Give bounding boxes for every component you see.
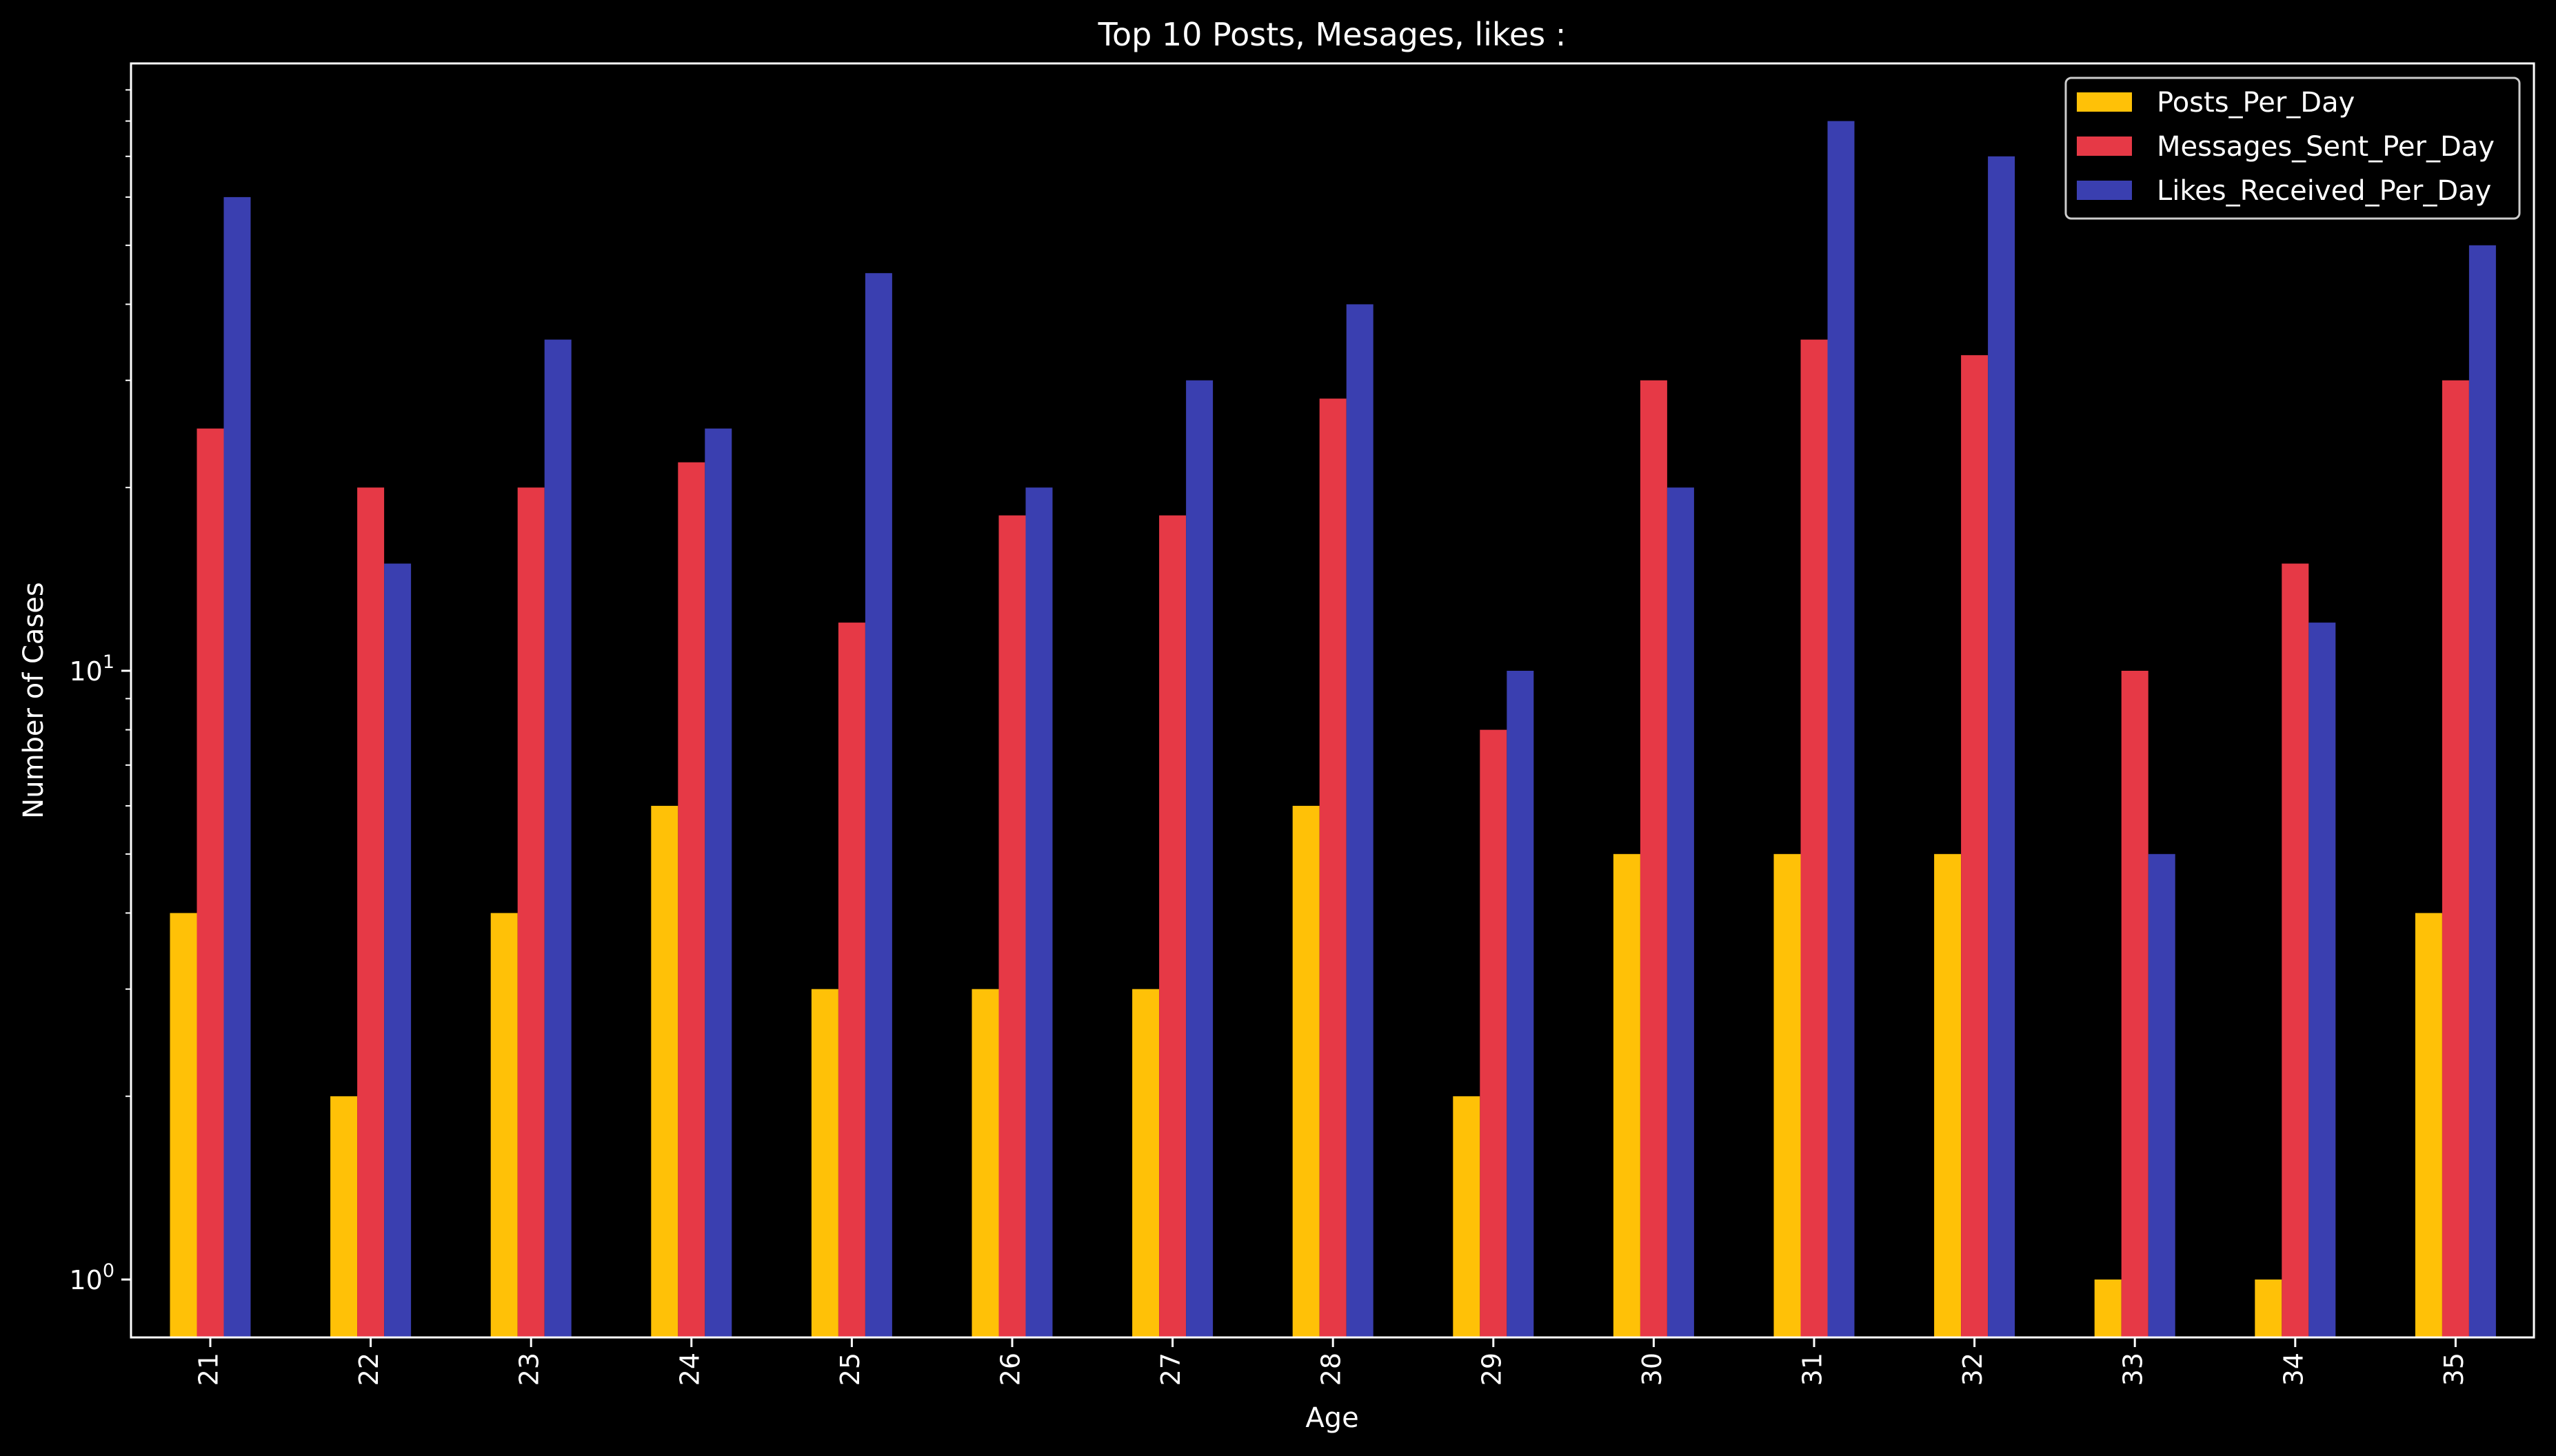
bar-Posts_Per_Day-30	[1613, 853, 1640, 1337]
bar-Posts_Per_Day-24	[651, 805, 678, 1337]
x-tick-label: 33	[2118, 1353, 2149, 1386]
bar-Likes_Received_Per_Day-26	[1025, 487, 1053, 1338]
legend-swatch-Likes_Received_Per_Day	[2077, 181, 2132, 200]
bar-Posts_Per_Day-32	[1934, 853, 1962, 1337]
bar-Messages_Sent_Per_Day-21	[197, 428, 224, 1337]
bar-Likes_Received_Per_Day-25	[865, 273, 892, 1338]
bar-Likes_Received_Per_Day-30	[1667, 487, 1694, 1338]
bar-Posts_Per_Day-34	[2255, 1280, 2282, 1337]
bar-Likes_Received_Per_Day-31	[1827, 121, 1855, 1338]
x-tick-label: 23	[514, 1353, 545, 1386]
bar-Messages_Sent_Per_Day-30	[1640, 380, 1667, 1338]
bar-Likes_Received_Per_Day-28	[1346, 304, 1373, 1337]
y-ticks: 100 101	[69, 89, 131, 1295]
x-tick-label: 26	[996, 1353, 1026, 1386]
x-tick-label: 28	[1316, 1353, 1347, 1386]
bar-Likes_Received_Per_Day-32	[1988, 156, 2015, 1337]
x-tick-label: 35	[2439, 1353, 2469, 1386]
bar-Likes_Received_Per_Day-29	[1507, 671, 1534, 1337]
bar-Messages_Sent_Per_Day-32	[1961, 355, 1989, 1338]
bar-Posts_Per_Day-27	[1132, 989, 1160, 1337]
bar-Messages_Sent_Per_Day-23	[517, 487, 545, 1338]
bar-Likes_Received_Per_Day-22	[384, 563, 412, 1337]
bar-Likes_Received_Per_Day-35	[2468, 245, 2496, 1337]
bar-Likes_Received_Per_Day-24	[705, 428, 732, 1337]
bars-layer	[170, 121, 2496, 1338]
x-ticks: 21 22 23 24 25 26 27 28 29 30 31 32 33 34 35	[194, 1337, 2469, 1386]
x-tick-label: 29	[1476, 1353, 1507, 1386]
bar-Posts_Per_Day-33	[2094, 1280, 2122, 1337]
x-tick-label: 30	[1637, 1353, 1667, 1386]
bar-Posts_Per_Day-29	[1453, 1096, 1480, 1337]
bar-Posts_Per_Day-28	[1292, 805, 1320, 1337]
bar-Messages_Sent_Per_Day-22	[357, 487, 385, 1338]
bar-Messages_Sent_Per_Day-25	[838, 623, 865, 1337]
bar-Posts_Per_Day-21	[170, 913, 197, 1337]
bar-Messages_Sent_Per_Day-31	[1800, 339, 1828, 1338]
x-tick-label: 34	[2278, 1353, 2308, 1386]
bar-Messages_Sent_Per_Day-27	[1159, 515, 1187, 1337]
bar-Likes_Received_Per_Day-34	[2308, 623, 2336, 1337]
bar-Messages_Sent_Per_Day-35	[2442, 380, 2469, 1338]
bar-Posts_Per_Day-26	[972, 989, 999, 1337]
bar-Messages_Sent_Per_Day-33	[2121, 671, 2149, 1337]
bar-Likes_Received_Per_Day-23	[544, 339, 572, 1338]
x-axis-label: Age	[1305, 1402, 1358, 1434]
legend-box	[2064, 77, 2521, 220]
legend-swatch-Messages_Sent_Per_Day	[2077, 136, 2132, 156]
x-tick-label: 32	[1958, 1353, 1988, 1386]
bar-Likes_Received_Per_Day-33	[2148, 853, 2175, 1337]
x-tick-label: 31	[1798, 1353, 1828, 1386]
bar-Posts_Per_Day-35	[2415, 913, 2442, 1337]
y-axis-label: Number of Cases	[18, 582, 50, 818]
chart-title: Top 10 Posts, Mesages, likes :	[1098, 16, 1567, 53]
x-tick-label: 22	[354, 1353, 384, 1386]
x-tick-label: 25	[835, 1353, 865, 1386]
bar-Posts_Per_Day-25	[811, 989, 838, 1337]
bar-Messages_Sent_Per_Day-24	[678, 462, 705, 1337]
bar-Likes_Received_Per_Day-21	[223, 196, 251, 1337]
legend-label-Likes_Received_Per_Day: Likes_Received_Per_Day	[2157, 175, 2491, 207]
bar-Messages_Sent_Per_Day-26	[998, 515, 1026, 1337]
bar-Likes_Received_Per_Day-27	[1186, 380, 1214, 1338]
bar-Messages_Sent_Per_Day-29	[1480, 729, 1507, 1337]
bar-Posts_Per_Day-23	[490, 913, 518, 1337]
y-tick-label: 101	[69, 651, 114, 687]
bar-Messages_Sent_Per_Day-28	[1319, 398, 1347, 1338]
bar-Messages_Sent_Per_Day-34	[2282, 563, 2309, 1337]
legend: Posts_Per_Day Messages_Sent_Per_Day Likes_…	[2064, 77, 2521, 220]
legend-label-Messages_Sent_Per_Day: Messages_Sent_Per_Day	[2157, 131, 2495, 163]
x-tick-label: 21	[194, 1353, 224, 1386]
y-tick-label: 100	[69, 1260, 114, 1295]
bar-Posts_Per_Day-31	[1773, 853, 1801, 1337]
legend-label-Posts_Per_Day: Posts_Per_Day	[2157, 87, 2355, 119]
bar-Posts_Per_Day-22	[330, 1096, 358, 1337]
x-tick-label: 27	[1156, 1353, 1186, 1386]
legend-items: Posts_Per_Day Messages_Sent_Per_Day Likes_…	[2077, 87, 2495, 207]
x-tick-label: 24	[674, 1353, 705, 1386]
legend-swatch-Posts_Per_Day	[2077, 92, 2132, 112]
